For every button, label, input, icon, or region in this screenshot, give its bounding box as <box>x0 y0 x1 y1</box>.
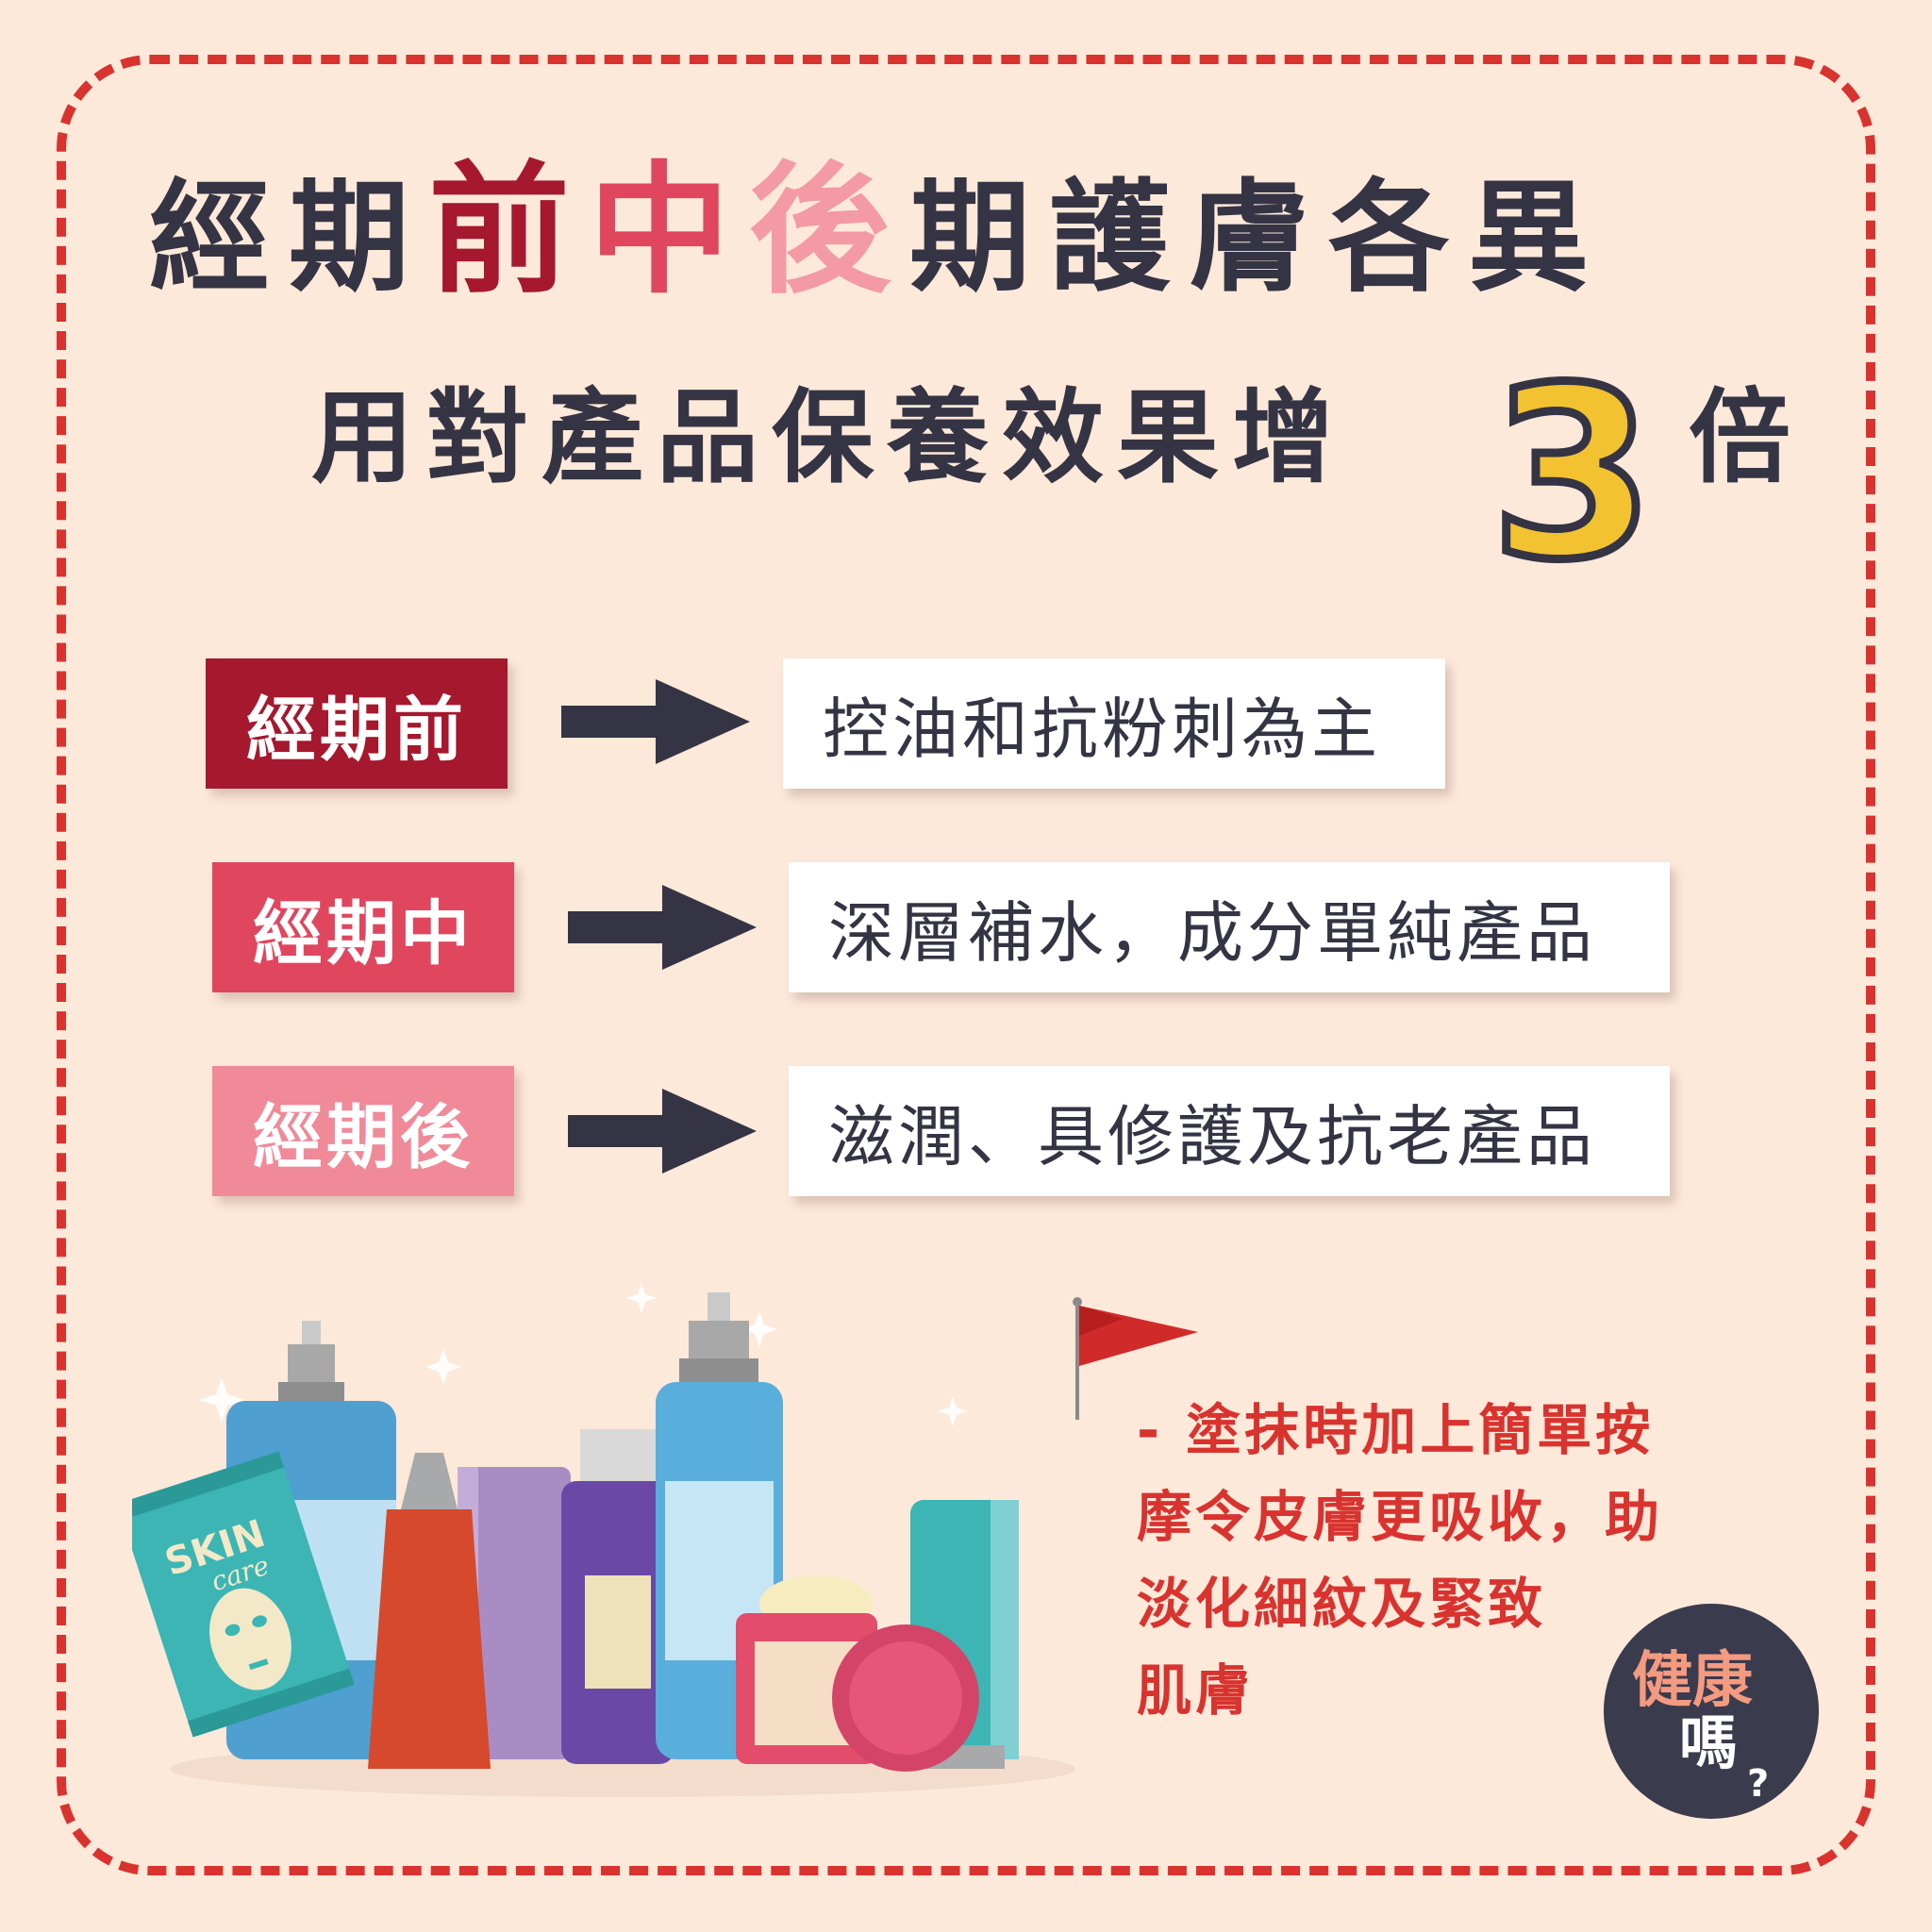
title-line-1: 經期前中後期護膚各異 <box>149 160 1607 309</box>
title-line1-post: 期護膚各異 <box>909 168 1608 308</box>
logo-line-2: 嗎 <box>1679 1708 1739 1777</box>
tip-line-3: 淡化細紋及緊致 <box>1137 1572 1547 1636</box>
big-number-3: 3 <box>1487 337 1659 611</box>
tip-line-4: 肌膚 <box>1137 1658 1255 1723</box>
title-highlight-during: 中 <box>589 149 750 313</box>
skincare-products-illustration: SKIN care <box>132 1283 1075 1797</box>
phase-label-during: 經期中 <box>212 862 514 992</box>
title-highlight-before: 前 <box>428 149 590 313</box>
phase-desc-during: 深層補水，成分單純產品 <box>789 862 1670 992</box>
phase-label-before: 經期前 <box>206 658 508 789</box>
arrow-right-icon <box>568 1089 757 1174</box>
title-highlight-after: 後 <box>749 149 910 313</box>
arrow-right-icon <box>568 885 757 970</box>
logo-question-mark: ? <box>1747 1762 1770 1806</box>
phase-desc-after: 滋潤、具修護及抗老產品 <box>789 1066 1670 1196</box>
title-line2-post: 倍 <box>1689 379 1791 497</box>
dashed-frame <box>57 55 1875 1875</box>
red-flag-icon <box>1073 1297 1198 1420</box>
logo-line-1: 健康 <box>1632 1646 1753 1716</box>
phase-desc-before: 控油和抗粉刺為主 <box>783 658 1445 789</box>
phase-label-after: 經期後 <box>212 1066 514 1196</box>
tip-line-2: 摩令皮膚更吸收，助 <box>1137 1485 1664 1549</box>
tip-text: - 塗抹時加上簡單按 摩令皮膚更吸收，助 淡化細紋及緊致 肌膚 <box>1137 1387 1740 1734</box>
brand-logo: 健康 嗎 ? <box>1604 1604 1819 1819</box>
tip-line-1: - 塗抹時加上簡單按 <box>1137 1398 1655 1462</box>
arrow-right-icon <box>561 679 750 764</box>
title-line-2: 用對產品保養效果增 <box>311 379 1348 497</box>
title-line1-pre: 經期 <box>149 168 429 308</box>
